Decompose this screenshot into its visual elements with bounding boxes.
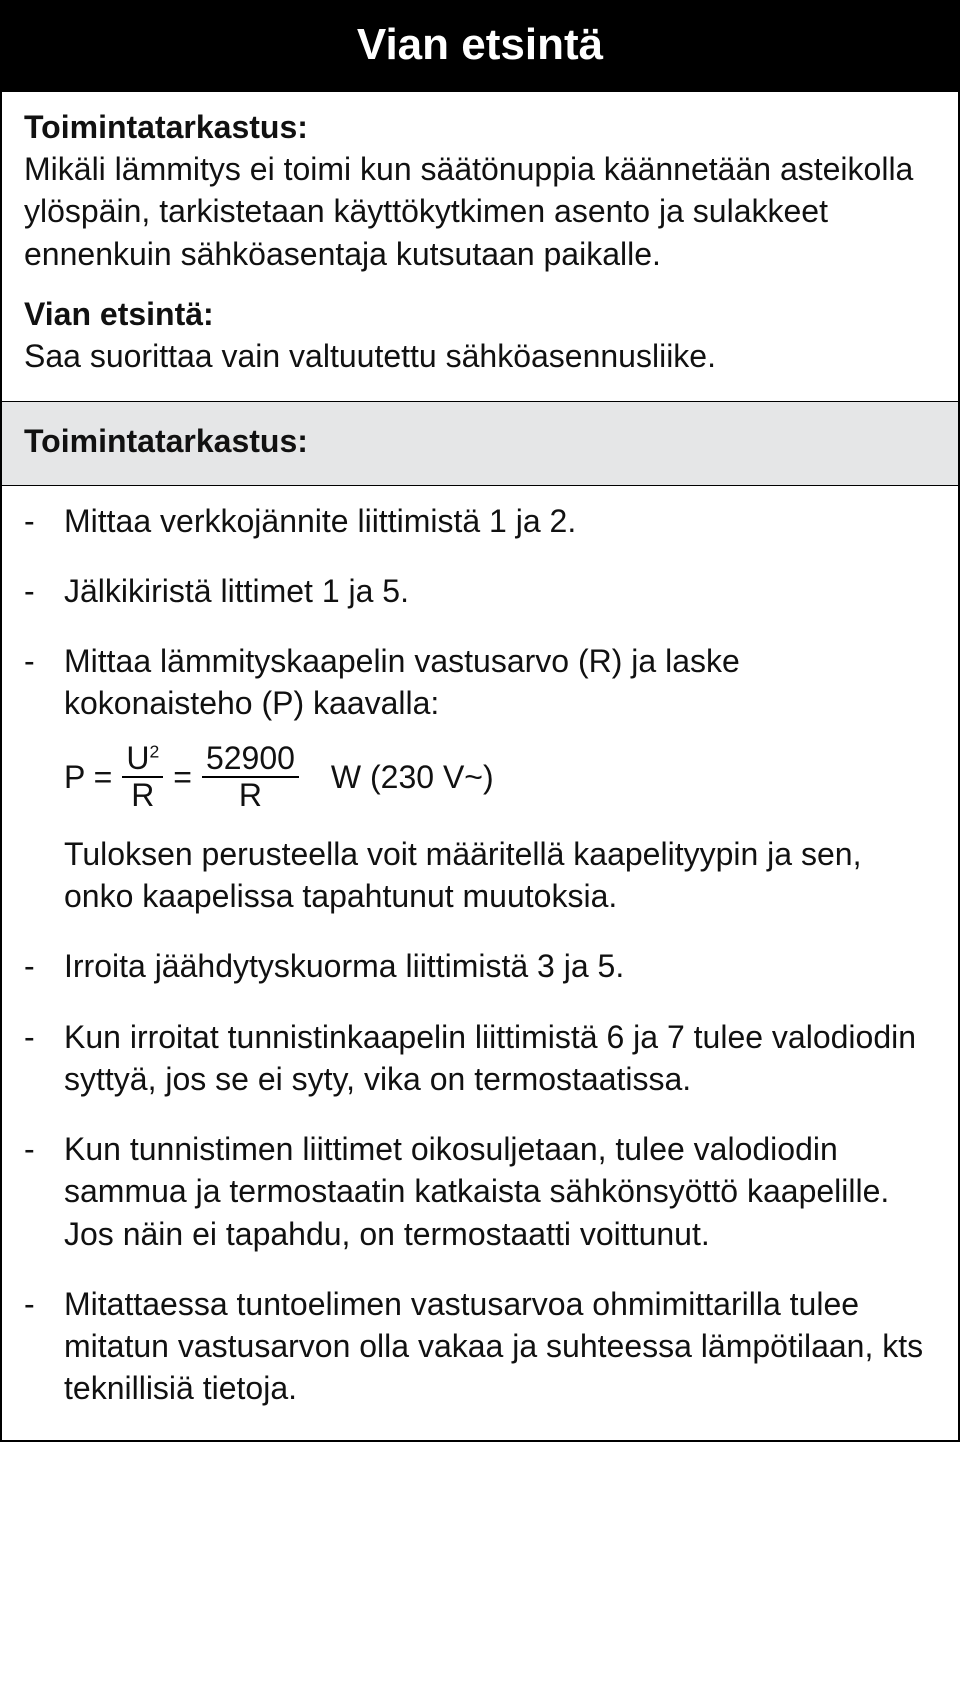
dash-icon: - xyxy=(24,945,64,987)
dash-icon: - xyxy=(24,640,64,917)
dash-icon: - xyxy=(24,1283,64,1410)
formula-52900: 52900 xyxy=(202,741,299,776)
formula-eq: = xyxy=(173,756,192,798)
item-text-2: Jälkikiristä littimet 1 ja 5. xyxy=(64,570,936,612)
formula-R1: R xyxy=(127,778,158,813)
item-text-3a: Mittaa lämmityskaapelin vastusarvo (R) j… xyxy=(64,640,936,724)
section-intro: Toimintatarkastus: Mikäli lämmitys ei to… xyxy=(2,92,958,402)
heading-toimintatarkastus: Toimintatarkastus: xyxy=(24,109,308,145)
item-text-6: Kun tunnistimen liittimet oikosuljetaan,… xyxy=(64,1128,936,1255)
item-text-1: Mittaa verkkojännite liittimistä 1 ja 2. xyxy=(64,500,936,542)
dash-icon: - xyxy=(24,500,64,542)
item-text-3b: Tuloksen perusteella voit määritellä kaa… xyxy=(64,833,936,917)
list-item: - Kun tunnistimen liittimet oikosuljetaa… xyxy=(24,1128,936,1255)
formula-U: U xyxy=(126,740,149,776)
intro-text-1: Mikäli lämmitys ei toimi kun säätönuppia… xyxy=(24,151,913,271)
troubleshooting-box: Vian etsintä Toimintatarkastus: Mikäli l… xyxy=(0,0,960,1442)
section-body: - Mittaa verkkojännite liittimistä 1 ja … xyxy=(2,486,958,1440)
heading-vian-etsinta: Vian etsintä: xyxy=(24,296,214,332)
dash-icon: - xyxy=(24,1016,64,1100)
fraction-2: 52900 R xyxy=(202,741,299,813)
list-item: - Mittaa verkkojännite liittimistä 1 ja … xyxy=(24,500,936,542)
dash-icon: - xyxy=(24,570,64,612)
list-item: - Jälkikiristä littimet 1 ja 5. xyxy=(24,570,936,612)
formula: P = U2 R = 52900 R W (230 V~) xyxy=(64,741,936,813)
formula-R2: R xyxy=(235,778,266,813)
dash-icon: - xyxy=(24,1128,64,1255)
list-item: - Kun irroitat tunnistinkaapelin liittim… xyxy=(24,1016,936,1100)
formula-sup2: 2 xyxy=(149,741,159,761)
subheader-toimintatarkastus: Toimintatarkastus: xyxy=(24,423,308,459)
intro-text-2: Saa suorittaa vain valtuutettu sähköasen… xyxy=(24,338,716,374)
formula-P: P = xyxy=(64,756,112,798)
header-title: Vian etsintä xyxy=(2,2,958,92)
item-text-5: Kun irroitat tunnistinkaapelin liittimis… xyxy=(64,1016,936,1100)
item-text-7: Mitattaessa tuntoelimen vastusarvoa ohmi… xyxy=(64,1283,936,1410)
list-item: - Mitattaessa tuntoelimen vastusarvoa oh… xyxy=(24,1283,936,1410)
list-item: - Mittaa lämmityskaapelin vastusarvo (R)… xyxy=(24,640,936,917)
list-item: - Irroita jäähdytyskuorma liittimistä 3 … xyxy=(24,945,936,987)
section-subheader: Toimintatarkastus: xyxy=(2,402,958,485)
formula-tail: W (230 V~) xyxy=(331,756,494,798)
item-text-4: Irroita jäähdytyskuorma liittimistä 3 ja… xyxy=(64,945,936,987)
fraction-1: U2 R xyxy=(122,741,163,813)
